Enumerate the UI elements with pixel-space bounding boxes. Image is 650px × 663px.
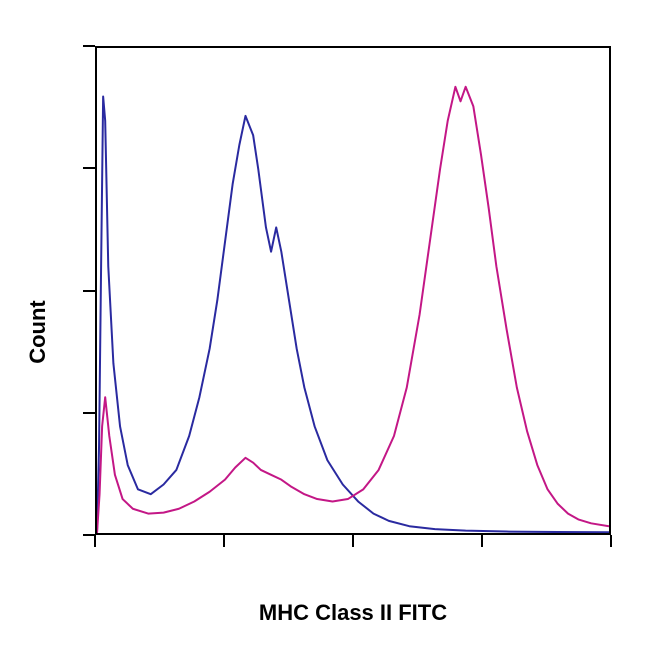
y-axis-label-wrap: Count <box>8 0 68 663</box>
x-tick <box>94 535 96 547</box>
plot-area <box>95 46 611 535</box>
y-tick <box>83 412 95 414</box>
x-tick <box>481 535 483 547</box>
x-axis-label: MHC Class II FITC <box>95 600 611 626</box>
y-tick <box>83 534 95 536</box>
x-ticks <box>95 535 611 547</box>
y-tick <box>83 45 95 47</box>
series-control-blue <box>97 97 609 534</box>
x-tick <box>352 535 354 547</box>
y-ticks <box>83 46 95 535</box>
y-axis-label: Count <box>25 300 51 364</box>
series-stained-magenta <box>97 87 609 533</box>
y-tick <box>83 290 95 292</box>
chart-container: Count MHC Class II FITC <box>0 0 650 663</box>
x-tick <box>223 535 225 547</box>
plot-svg <box>97 48 609 533</box>
x-tick <box>610 535 612 547</box>
y-tick <box>83 167 95 169</box>
